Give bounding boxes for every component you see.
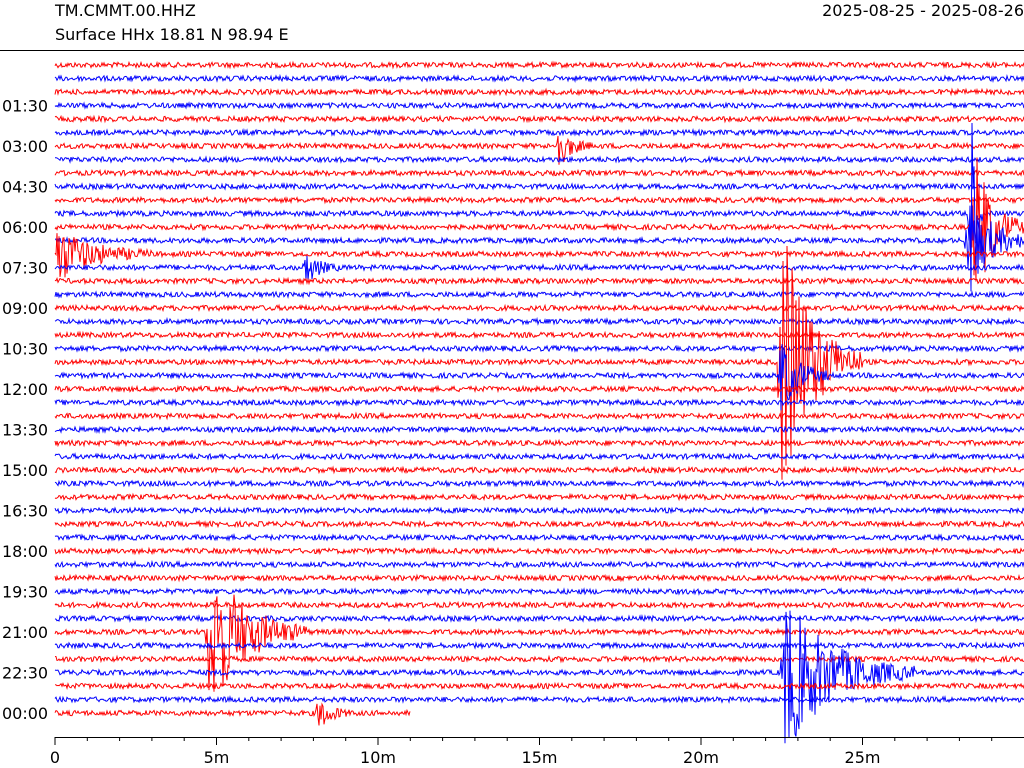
trace-line [54, 290, 1024, 299]
trace-line [54, 506, 1024, 515]
time-label: 15:00 [2, 461, 48, 480]
time-label: 03:00 [2, 137, 48, 156]
x-tick-label: 15m [522, 748, 558, 767]
station-code: TM.CMMT.00.HHZ [55, 1, 196, 20]
trace-line [54, 101, 1024, 111]
time-label: 16:30 [2, 502, 48, 521]
trace-line [54, 641, 1024, 650]
trace-line [54, 398, 1024, 407]
trace-line [54, 610, 1024, 744]
trace-line [54, 438, 1024, 448]
trace-line [54, 573, 1024, 583]
trace-line [54, 60, 1024, 70]
date-range: 2025-08-25 - 2025-08-26 [822, 1, 1024, 20]
trace-line [54, 600, 1024, 610]
trace-line [54, 384, 1024, 394]
trace-line [54, 233, 1024, 278]
time-label: 13:30 [2, 421, 48, 440]
trace-line [54, 135, 1024, 165]
x-tick-label: 10m [360, 748, 396, 767]
x-tick-label: 25m [845, 748, 881, 767]
trace-line [54, 182, 1024, 191]
trace-line [54, 255, 1024, 281]
trace-line [54, 344, 1024, 411]
trace-line [54, 168, 1024, 178]
trace-line [54, 451, 1024, 461]
trace-line [54, 533, 1024, 542]
time-label: 01:30 [2, 97, 48, 116]
time-label: 12:00 [2, 380, 48, 399]
trace-line [54, 424, 1024, 435]
trace-line [54, 114, 1024, 124]
trace-line [54, 546, 1024, 556]
trace-line [54, 519, 1024, 529]
x-tick-label: 20m [683, 748, 719, 767]
trace-line [54, 303, 1024, 313]
station-location: Surface HHx 18.81 N 98.94 E [55, 25, 289, 44]
trace-line [55, 155, 1024, 164]
trace-line [54, 157, 1024, 282]
trace-line [54, 702, 411, 726]
trace-line [54, 694, 1024, 704]
trace-line [54, 587, 1024, 596]
trace-line [54, 411, 1024, 421]
trace-line [54, 654, 1024, 664]
time-label: 22:30 [2, 664, 48, 683]
time-label: 09:00 [2, 299, 48, 318]
time-label: 10:30 [2, 340, 48, 359]
time-label: 21:00 [2, 623, 48, 642]
time-label: 18:00 [2, 542, 48, 561]
trace-line [54, 316, 1024, 327]
trace-line [54, 479, 1024, 488]
trace-line [54, 465, 1024, 475]
trace-line [54, 559, 1024, 570]
trace-line [54, 681, 1024, 691]
trace-line [54, 128, 1024, 137]
trace-line [54, 330, 1024, 340]
time-label: 19:30 [2, 583, 48, 602]
time-label: 04:30 [2, 178, 48, 197]
time-label: 07:30 [2, 259, 48, 278]
trace-line [54, 492, 1024, 502]
trace-line [54, 276, 1024, 286]
trace-line [54, 613, 1024, 624]
time-label: 00:00 [2, 704, 48, 723]
trace-line [54, 195, 1024, 205]
time-label: 06:00 [2, 218, 48, 237]
x-tick-label: 0 [50, 748, 60, 767]
trace-line [54, 245, 1024, 480]
trace-line [54, 122, 1024, 292]
trace-line [55, 205, 1024, 274]
trace-line [54, 594, 1024, 692]
trace-line [54, 344, 1024, 353]
x-tick-label: 5m [204, 748, 230, 767]
trace-line [54, 73, 1024, 83]
trace-line [54, 87, 1024, 97]
